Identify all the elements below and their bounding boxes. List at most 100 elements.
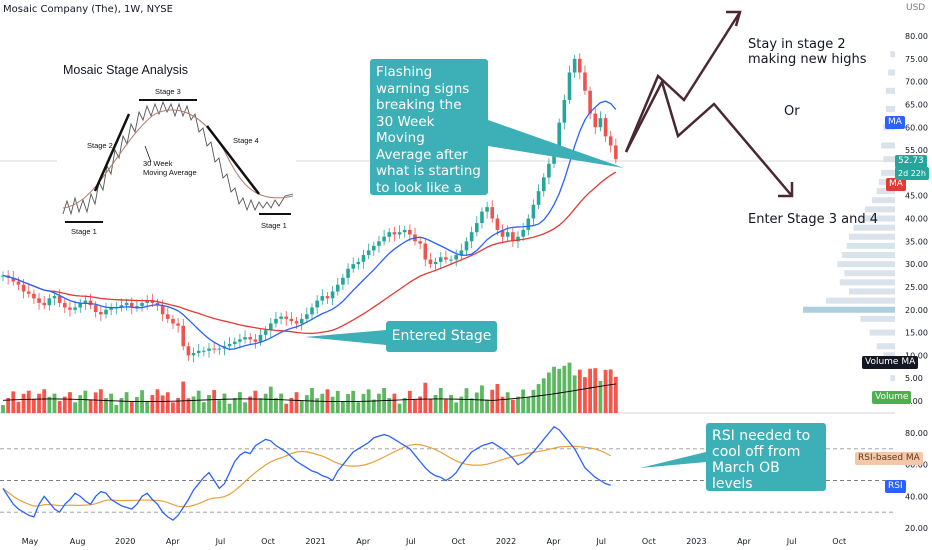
volume-bar bbox=[521, 389, 526, 413]
candle-body bbox=[505, 232, 510, 237]
candle-body bbox=[392, 232, 397, 235]
candle-body bbox=[567, 72, 572, 100]
candle-body bbox=[526, 218, 531, 230]
candle-body bbox=[140, 302, 144, 307]
volume-bar bbox=[88, 399, 93, 413]
candle-body bbox=[469, 232, 474, 242]
volume-bar bbox=[346, 393, 350, 413]
volume-bar bbox=[176, 397, 180, 413]
candle-body bbox=[516, 236, 520, 242]
rsi-callout-pointer bbox=[640, 452, 706, 468]
stage-price-path bbox=[62, 100, 294, 216]
candle-body bbox=[541, 177, 546, 192]
stage2-trend bbox=[93, 113, 131, 192]
volume-bar bbox=[377, 393, 381, 413]
volume-bar bbox=[490, 389, 495, 413]
candle-body bbox=[377, 241, 381, 246]
candle-body bbox=[289, 318, 294, 322]
candle-body bbox=[521, 229, 525, 237]
candle-body bbox=[583, 72, 587, 91]
volume-bar bbox=[371, 399, 376, 413]
candle-body bbox=[500, 229, 505, 237]
candle-body bbox=[588, 90, 592, 114]
volume-bar bbox=[387, 398, 392, 413]
price-tick-label: 60.00 bbox=[905, 123, 928, 132]
candle-body bbox=[552, 150, 556, 164]
inset-title: Mosaic Stage Analysis bbox=[63, 63, 189, 77]
moving-average-lines bbox=[2, 100, 617, 350]
candle-body bbox=[495, 218, 500, 230]
candle-body bbox=[294, 321, 299, 324]
x-tick-label: Oct bbox=[451, 537, 465, 546]
volume-bar bbox=[294, 392, 299, 413]
candle-body bbox=[614, 145, 618, 160]
volume-bar bbox=[181, 381, 186, 413]
candle-body bbox=[608, 136, 613, 146]
scenario-up-arrow bbox=[624, 11, 742, 153]
price-tick-label: 80.00 bbox=[905, 32, 928, 41]
volume-bar bbox=[165, 392, 170, 413]
volume-bar bbox=[124, 392, 129, 413]
volume-bar bbox=[583, 377, 587, 413]
candle-body bbox=[402, 229, 407, 233]
candle-body bbox=[227, 343, 232, 347]
candle-body bbox=[32, 293, 36, 299]
volume-bar bbox=[196, 390, 201, 413]
stage1-right-label: Stage 1 bbox=[261, 221, 287, 230]
candle-body bbox=[88, 300, 93, 306]
chart-title: Mosaic Company (The), 1W, NYSE bbox=[3, 4, 173, 15]
candle-body bbox=[124, 302, 129, 306]
candle-body bbox=[341, 277, 345, 285]
x-tick-label: Jul bbox=[215, 537, 226, 546]
profile-bar bbox=[881, 142, 895, 149]
volume-bar bbox=[567, 362, 572, 413]
candle-body bbox=[57, 296, 62, 303]
candle-body bbox=[171, 318, 175, 324]
candle-body bbox=[366, 250, 371, 255]
volume-bar bbox=[57, 401, 62, 413]
volume-bar bbox=[186, 398, 191, 413]
volume-bar bbox=[418, 396, 423, 413]
profile-bar bbox=[839, 279, 895, 286]
volume-bar bbox=[397, 403, 402, 413]
candle-body bbox=[315, 300, 319, 308]
volume-bar bbox=[423, 382, 428, 413]
volume-bar bbox=[547, 372, 551, 413]
candle-body bbox=[63, 302, 67, 308]
volume-bar bbox=[510, 399, 515, 413]
volume-bar bbox=[469, 398, 474, 413]
rsi-line bbox=[2, 425, 611, 521]
profile-bar bbox=[844, 270, 895, 277]
volume-bar bbox=[212, 390, 217, 413]
candle-body bbox=[418, 241, 422, 244]
candle-body bbox=[428, 259, 433, 265]
volume-bar bbox=[330, 396, 335, 413]
x-tick-label: Jul bbox=[595, 537, 606, 546]
candle-body bbox=[135, 306, 139, 308]
volume-bar bbox=[201, 402, 206, 413]
scenario-down-note: Enter Stage 3 and 4 bbox=[748, 212, 878, 227]
candle-body bbox=[284, 316, 289, 319]
candle-body bbox=[269, 323, 273, 331]
candle-body bbox=[191, 353, 196, 356]
volume-bar bbox=[135, 397, 139, 413]
candle-body bbox=[464, 241, 469, 251]
candle-body bbox=[258, 334, 263, 342]
x-tick-label: Oct bbox=[832, 537, 846, 546]
profile-bar bbox=[846, 242, 895, 249]
profile-bar bbox=[890, 51, 895, 58]
volume-bar bbox=[459, 396, 464, 413]
candle-body bbox=[578, 58, 582, 73]
candle-body bbox=[372, 245, 376, 251]
candle-body bbox=[335, 284, 340, 292]
volume-bar bbox=[47, 396, 52, 413]
profile-bar bbox=[883, 352, 895, 359]
x-tick-label: 2023 bbox=[686, 537, 706, 546]
volume-bar bbox=[613, 376, 618, 413]
price-tick-label: 25.00 bbox=[905, 283, 928, 292]
candle-body bbox=[279, 316, 283, 319]
volume-bar bbox=[243, 402, 247, 413]
volume-bar bbox=[171, 402, 175, 413]
x-tick-label: Jul bbox=[786, 537, 797, 546]
volume-bar bbox=[361, 393, 366, 413]
